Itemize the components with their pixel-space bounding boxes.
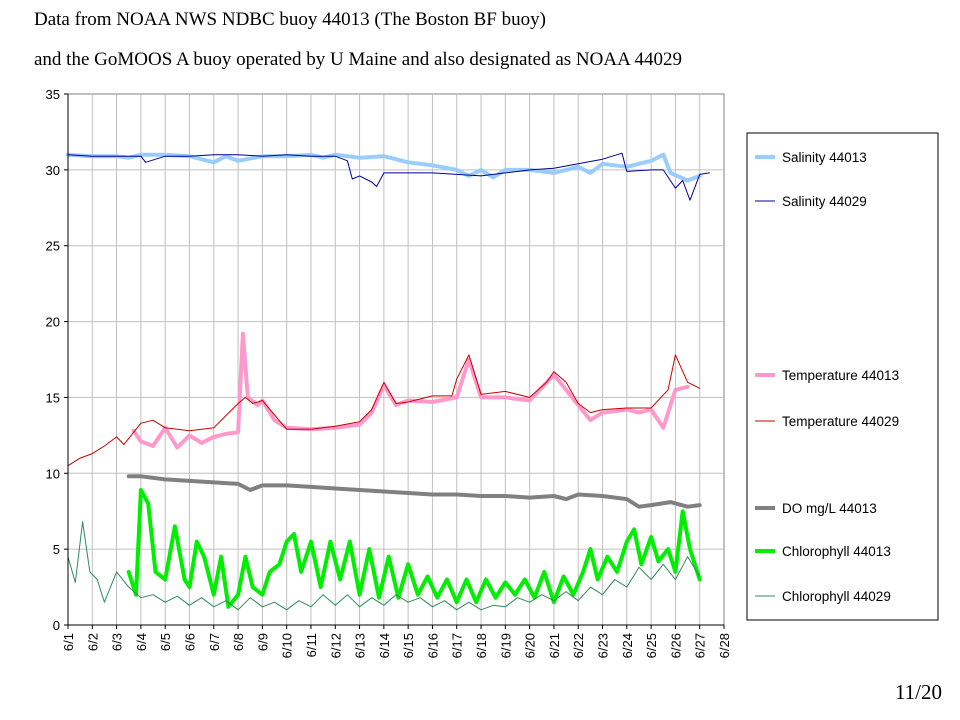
series-line-4: [126, 474, 702, 509]
legend-label: DO mg/L 44013: [782, 501, 877, 516]
x-tick-label: 6/20: [523, 633, 538, 658]
series-line-5: [126, 488, 702, 609]
series-line-1: [67, 152, 710, 201]
x-tick-label: 6/13: [353, 633, 368, 658]
legend-label: Chlorophyll 44029: [782, 589, 891, 604]
legend-box: [746, 132, 939, 621]
x-tick-label: 6/4: [134, 633, 149, 651]
series-line-6: [67, 521, 701, 611]
legend-label: Temperature 44029: [782, 414, 899, 429]
y-tick-label: 0: [53, 618, 60, 633]
x-tick-label: 6/17: [450, 633, 465, 658]
x-tick-label: 6/16: [425, 633, 440, 658]
x-tick-label: 6/14: [377, 633, 392, 658]
x-tick-label: 6/2: [85, 633, 100, 651]
x-tick-label: 6/11: [304, 633, 319, 657]
y-tick-label: 10: [46, 466, 60, 481]
series-group: [66, 152, 710, 611]
legend-label: Salinity 44013: [782, 150, 867, 165]
series-line-3: [67, 354, 701, 467]
x-tick-label: 6/24: [620, 633, 635, 658]
x-tick-label: 6/25: [644, 633, 659, 658]
y-tick-label: 15: [46, 390, 60, 405]
x-tick-label: 6/21: [547, 633, 562, 658]
legend: Salinity 44013 Salinity 44029 Temperature …: [746, 132, 939, 621]
x-tick-label: 6/22: [571, 633, 586, 658]
x-tick-label: 6/19: [498, 633, 513, 658]
x-tick-label: 6/3: [110, 633, 125, 651]
y-tick-label: 20: [46, 315, 60, 330]
x-tick-label: 6/7: [207, 633, 222, 651]
x-tick-label: 6/12: [328, 633, 343, 658]
x-tick-label: 6/6: [182, 633, 197, 651]
y-tick-label: 25: [46, 239, 60, 254]
x-tick-label: 6/28: [717, 633, 732, 658]
axes: 6/1 6/2 6/3 6/4 6/5 6/6 6/7 6/8 6/9 6/10 6/11 6/12 6…: [46, 87, 732, 658]
chart-title-line-2: and the GoMOOS A buoy operated by U Main…: [34, 49, 683, 70]
page-number: 11/20: [894, 680, 942, 704]
grid-lines: [68, 94, 724, 625]
x-tick-label: 6/27: [693, 633, 708, 658]
x-tick-label: 6/1: [61, 633, 76, 651]
x-tick-label: 6/9: [255, 633, 270, 651]
y-tick-label: 35: [46, 87, 60, 102]
legend-label: Salinity 44029: [782, 194, 867, 209]
x-tick-label: 6/18: [474, 633, 489, 658]
x-tick-label: 6/10: [280, 633, 295, 658]
y-tick-label: 5: [53, 542, 60, 557]
series-line-2: [131, 331, 690, 450]
x-tick-label: 6/15: [401, 633, 416, 658]
chart-title-line-1: Data from NOAA NWS NDBC buoy 44013 (The …: [34, 9, 546, 30]
legend-label: Temperature 44013: [782, 368, 899, 383]
legend-label: Chlorophyll 44013: [782, 544, 891, 559]
x-tick-label: 6/26: [668, 633, 683, 658]
x-tick-label: 6/8: [231, 633, 246, 651]
y-tick-label: 30: [46, 163, 60, 178]
x-tick-label: 6/5: [158, 633, 173, 651]
x-tick-label: 6/23: [596, 633, 611, 658]
